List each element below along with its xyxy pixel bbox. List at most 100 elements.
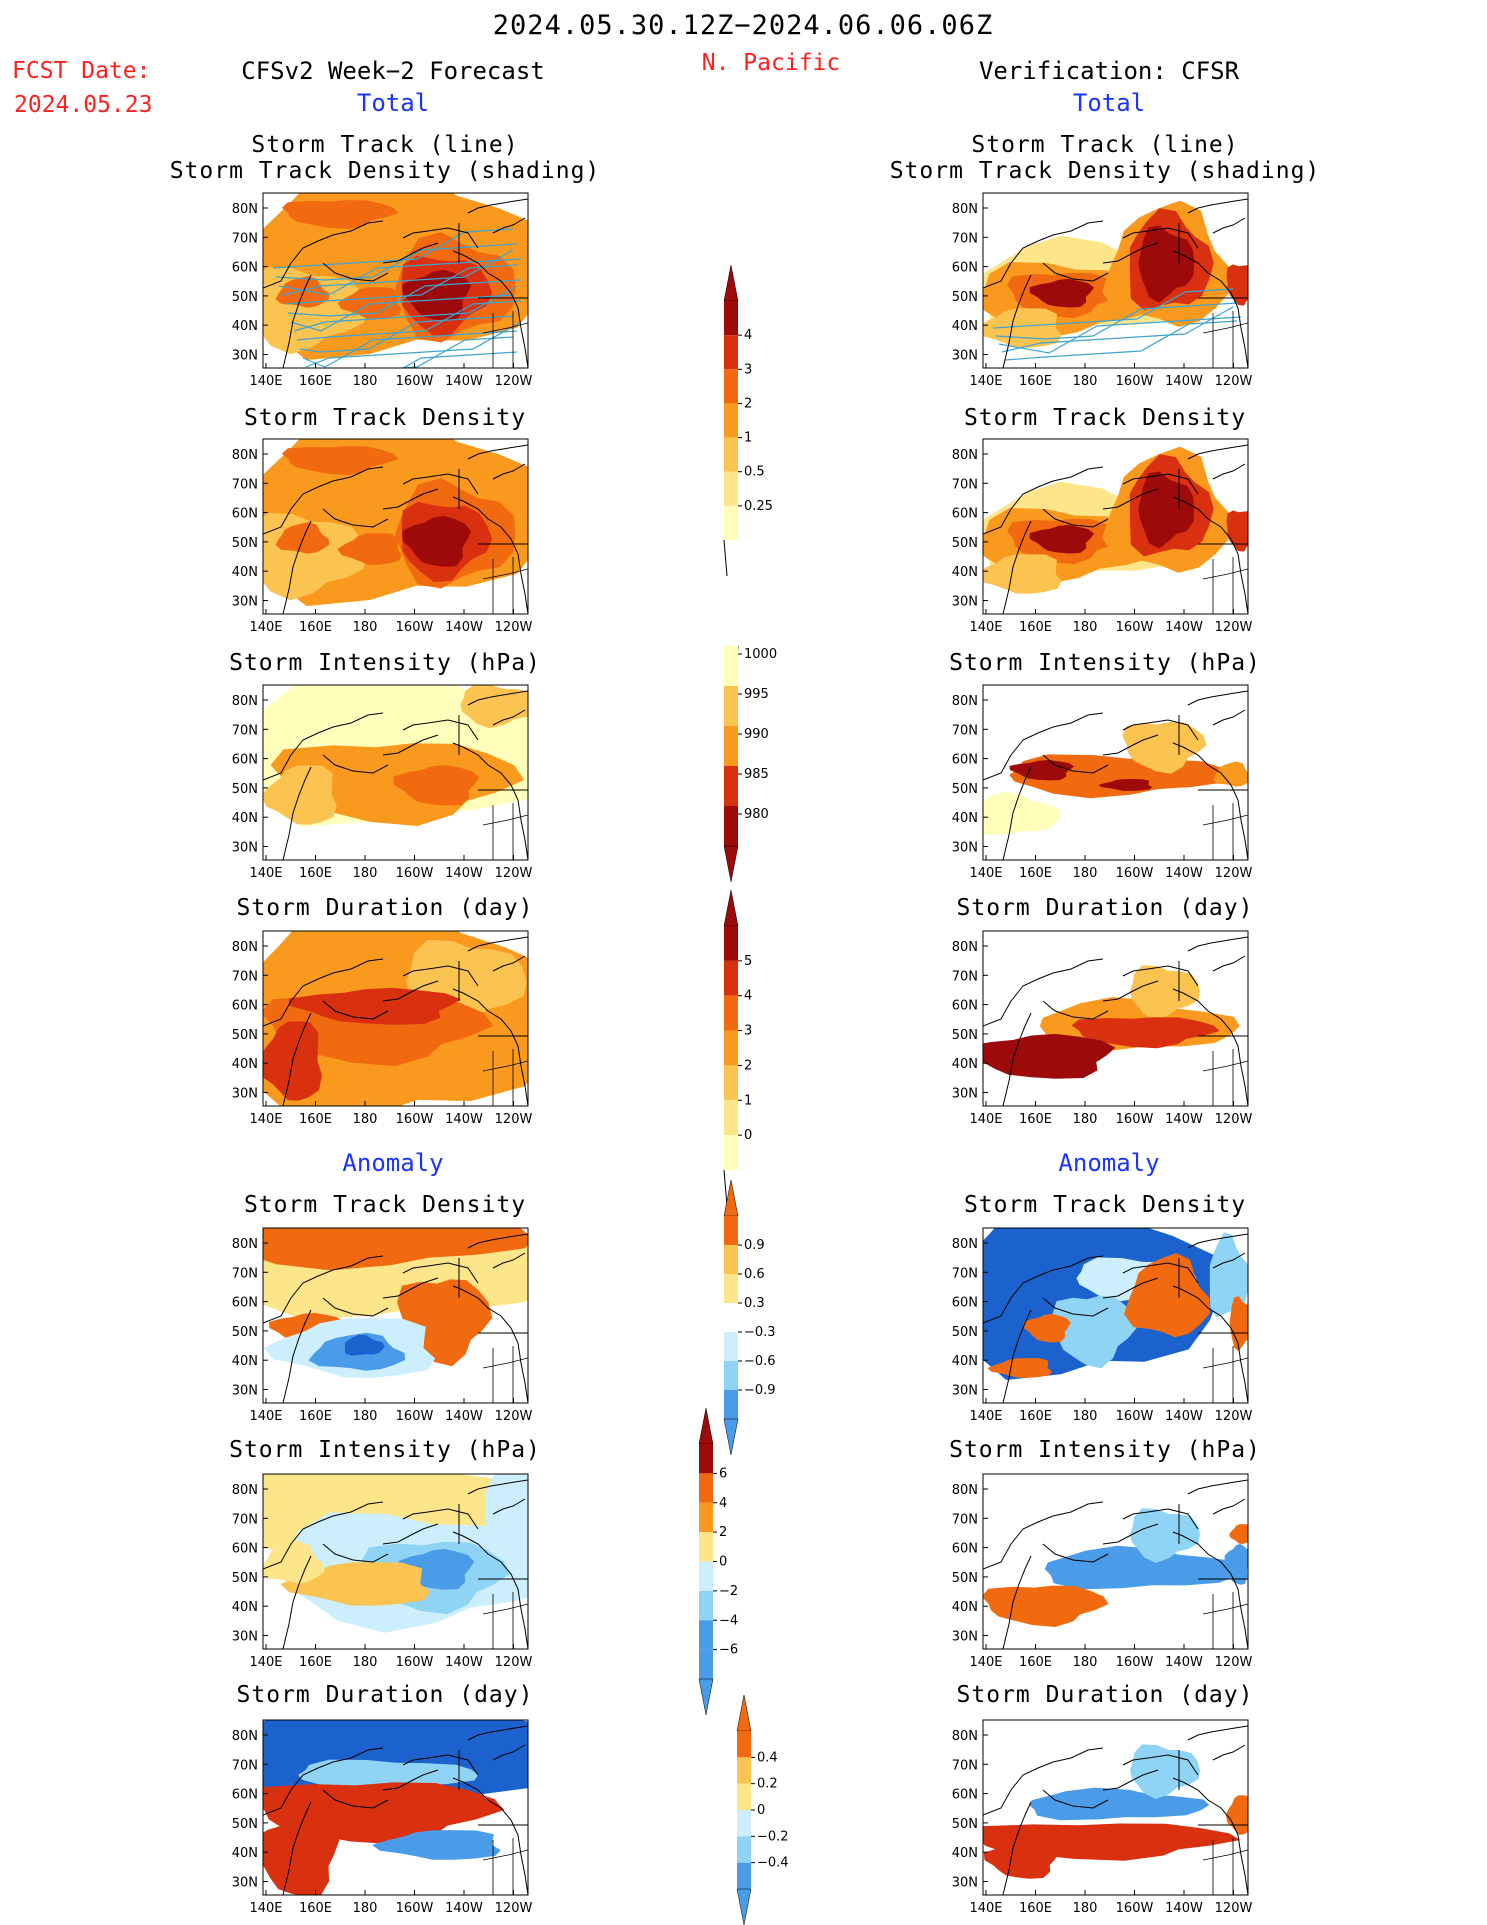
colorbar-segment	[724, 1274, 738, 1303]
coastline	[1172, 988, 1248, 1106]
x-tick-label: 160E	[299, 1112, 332, 1127]
x-tick-label: 180	[353, 1655, 378, 1670]
coastline	[1187, 690, 1248, 706]
y-tick-label: 70N	[232, 231, 258, 246]
y-tick-label: 70N	[952, 723, 978, 738]
coastline	[1002, 520, 1032, 614]
coastline	[983, 712, 1104, 781]
x-tick-label: 160W	[396, 374, 434, 389]
x-tick-label: 140W	[1165, 620, 1203, 635]
coastline	[382, 1523, 439, 1545]
x-tick-label: 180	[353, 374, 378, 389]
coastline	[1042, 1297, 1109, 1317]
colorbar-label: 3	[744, 362, 752, 377]
colorbar-label: −2	[719, 1584, 738, 1599]
shaded-region	[402, 515, 472, 567]
coastline	[282, 274, 312, 368]
shaded-region	[1229, 1296, 1248, 1352]
coastline	[467, 1479, 528, 1495]
x-tick-label: 180	[353, 1901, 378, 1916]
coastline	[1102, 1769, 1159, 1791]
colorbar-label: −0.9	[744, 1383, 776, 1398]
storm-track-line	[281, 249, 514, 296]
y-tick-label: 50N	[952, 1817, 978, 1832]
panel-title: Storm Intensity (hPa)	[229, 650, 541, 676]
y-tick-label: 70N	[952, 1758, 978, 1773]
colorbar-label: 1	[744, 1093, 752, 1108]
x-tick-label: 140W	[445, 1409, 483, 1424]
map-frame	[982, 1473, 1249, 1650]
colorbar-segment	[724, 1245, 738, 1274]
colorbar-label: 0.6	[744, 1267, 765, 1282]
y-tick-label: 40N	[952, 1354, 978, 1369]
x-tick-label: 140W	[1165, 1655, 1203, 1670]
coastline	[263, 1255, 384, 1324]
coastline	[1187, 1233, 1248, 1249]
x-tick-label: 160W	[1116, 1112, 1154, 1127]
coastline	[1042, 1000, 1109, 1020]
map-field	[263, 931, 528, 1106]
y-tick-label: 60N	[232, 261, 258, 276]
map-panel: 140E 160E 180 160W 140W 120W 80N 70N 60N 50N 40N 30…	[232, 1227, 532, 1424]
coastline	[1172, 250, 1248, 368]
x-tick-label: 140W	[445, 1655, 483, 1670]
map-field	[263, 1228, 528, 1403]
colorbar: 0.4 0.2 0 −0.2 −0.4	[736, 1694, 789, 1925]
shaded-region	[402, 269, 472, 321]
x-tick-label: 120W	[495, 620, 533, 635]
y-tick-label: 80N	[232, 1729, 258, 1744]
colorbar-label: 4	[744, 328, 752, 343]
storm-track-line	[998, 316, 1242, 354]
x-tick-label: 160W	[396, 1112, 434, 1127]
colorbar-label: −4	[719, 1613, 738, 1628]
state-lines	[1202, 803, 1248, 860]
y-tick-label: 40N	[232, 1600, 258, 1615]
storm-track-line	[1001, 306, 1234, 353]
x-tick-label: 140W	[1165, 374, 1203, 389]
map-frame	[982, 1227, 1249, 1404]
colorbar-segment	[737, 1731, 751, 1758]
y-tick-label: 50N	[232, 1325, 258, 1340]
colorbar-label: 2	[744, 1058, 752, 1073]
shaded-region	[983, 1585, 1109, 1627]
coastline	[492, 217, 526, 234]
x-tick-label: 120W	[495, 866, 533, 881]
coastline	[1102, 1523, 1159, 1545]
colorbar-label: 1000	[744, 647, 777, 662]
panel-title: Storm Track Density	[243, 1192, 527, 1218]
x-tick-label: 120W	[1215, 1112, 1253, 1127]
fcst-date-label: FCST Date:	[12, 58, 151, 84]
colorbar: 5 4 3 2 1 0	[723, 889, 752, 1207]
map-frame	[262, 192, 529, 369]
shaded-region	[1044, 1545, 1245, 1590]
panel-title: Storm Track (line)	[251, 132, 519, 158]
coastline	[983, 958, 1104, 1027]
colorbar-segment	[724, 960, 738, 996]
coastline	[1172, 1285, 1248, 1403]
x-tick-label: 160E	[1019, 620, 1052, 635]
x-tick-label: 160W	[396, 1655, 434, 1670]
y-tick-label: 30N	[952, 1630, 978, 1645]
map-field	[983, 685, 1248, 860]
coastline	[1212, 1498, 1246, 1515]
shaded-region	[1130, 1508, 1200, 1563]
colorbar-label: 980	[744, 807, 769, 822]
colorbar-label: 990	[744, 727, 769, 742]
y-tick-label: 80N	[232, 940, 258, 955]
colorbar-segment	[737, 1862, 751, 1889]
coastline	[402, 965, 479, 987]
coastline	[1212, 1744, 1246, 1761]
x-tick-label: 160W	[1116, 1409, 1154, 1424]
y-tick-label: 80N	[232, 1483, 258, 1498]
colorbar-arrow-top	[698, 1407, 714, 1445]
shaded-region	[983, 1841, 1060, 1879]
map-frame	[262, 1473, 529, 1650]
x-tick-label: 140E	[249, 1112, 282, 1127]
colorbar-segment	[724, 1303, 738, 1332]
y-tick-label: 70N	[952, 477, 978, 492]
coastline	[1042, 262, 1109, 282]
left-anomaly-label: Anomaly	[342, 1149, 444, 1177]
x-tick-label: 160W	[1116, 374, 1154, 389]
x-tick-label: 140E	[969, 866, 1002, 881]
coastline	[452, 1285, 528, 1403]
